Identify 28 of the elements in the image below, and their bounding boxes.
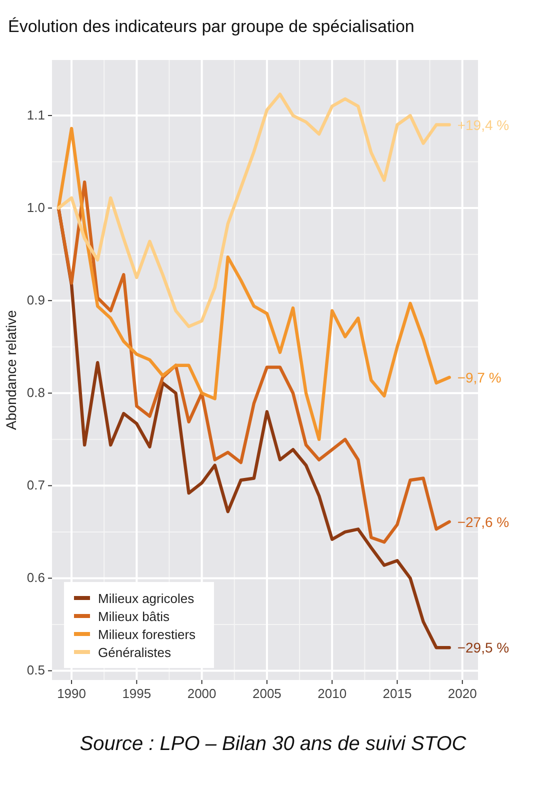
- x-tick-label: 2020: [448, 686, 477, 701]
- annotation: −27,6 %: [457, 514, 510, 530]
- x-tick-label: 1995: [122, 686, 152, 701]
- chart-title: Évolution des indicateurs par groupe de spécialisation: [8, 17, 414, 36]
- y-tick-label: 1.0: [26, 200, 45, 216]
- y-axis-title: Abondance relative: [3, 310, 19, 430]
- x-tick-label: 2015: [382, 686, 412, 701]
- y-tick-label: 0.8: [26, 385, 45, 400]
- annotation: −29,5 %: [457, 640, 510, 656]
- line-series: [56, 180, 451, 544]
- y-tick-label: 0.9: [26, 292, 45, 308]
- source-note: Source : LPO – Bilan 30 ans de suivi STOC: [80, 733, 467, 755]
- legend-label: Généralistes: [98, 645, 172, 660]
- y-tick-label: 1.1: [26, 108, 45, 123]
- x-tick-label: 2005: [252, 686, 282, 701]
- y-tick-label: 0.7: [26, 478, 45, 493]
- legend-label: Milieux bâtis: [98, 609, 170, 624]
- x-tick-label: 2010: [318, 686, 347, 701]
- annotation: +19,4 %: [457, 116, 510, 133]
- annotation: −9,7 %: [457, 369, 502, 386]
- legend-label: Milieux agricoles: [98, 591, 195, 606]
- legend-label: Milieux forestiers: [98, 627, 196, 642]
- y-tick-label: 0.5: [26, 662, 45, 678]
- y-tick-label: 0.6: [26, 570, 45, 586]
- x-tick-label: 2000: [187, 686, 216, 701]
- line-series: [56, 92, 451, 328]
- line-series: [56, 126, 451, 442]
- x-tick-label: 1990: [57, 686, 86, 701]
